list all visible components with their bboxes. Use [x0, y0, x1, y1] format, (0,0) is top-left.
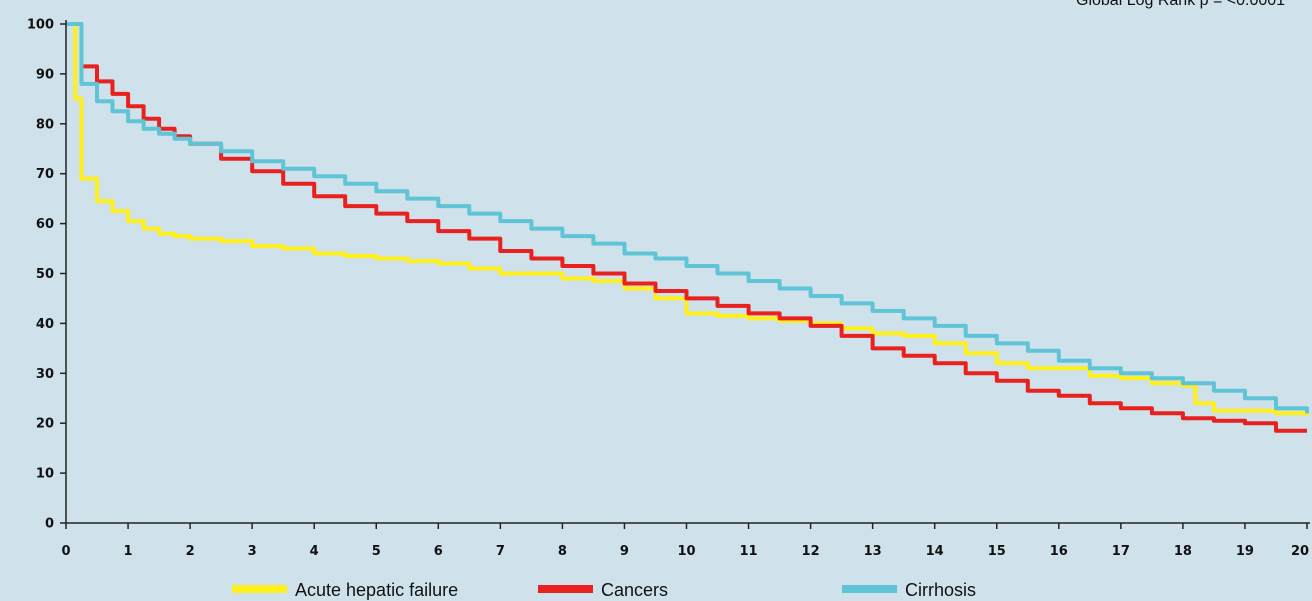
x-tick-label: 2	[186, 544, 195, 559]
legend-label: Acute hepatic failure	[295, 580, 458, 600]
legend-swatch	[538, 585, 593, 593]
x-tick-label: 14	[926, 544, 944, 559]
legend-item: Acute hepatic failure	[232, 580, 458, 600]
y-tick-label: 50	[36, 267, 54, 282]
x-tick-label: 20	[1291, 544, 1309, 559]
legend-item: Cancers	[538, 580, 668, 600]
x-tick-label: 19	[1236, 544, 1254, 559]
legend: Acute hepatic failure Cancers Cirrhosis	[232, 580, 976, 600]
y-tick-label: 20	[36, 417, 54, 432]
y-tick-label: 90	[36, 67, 54, 82]
log-rank-annotation: Global Log Rank p = <0.0001	[1076, 0, 1285, 9]
series-line-cancers	[66, 22, 1307, 433]
x-tick-label: 12	[802, 544, 820, 559]
legend-swatch	[842, 585, 897, 593]
x-tick-label: 9	[620, 544, 629, 559]
series-line-cirrhosis	[66, 22, 1309, 414]
x-tick-label: 1	[124, 544, 133, 559]
y-axis-ticks: 0 10 20 30 40 50 60 70 80 90 100	[27, 18, 66, 532]
x-tick-label: 0	[61, 544, 70, 559]
y-tick-label: 10	[36, 467, 54, 482]
legend-label: Cancers	[601, 580, 668, 600]
series-lines	[66, 22, 1309, 433]
y-tick-label: 0	[45, 517, 54, 532]
x-tick-label: 16	[1050, 544, 1068, 559]
x-axis-ticks: 0 1 2 3 4 5 6 7 8 9 10 11 12 13 14 15 16 17 18 19 20	[61, 523, 1309, 559]
y-tick-label: 60	[36, 217, 54, 232]
legend-swatch	[232, 585, 287, 593]
x-tick-label: 13	[864, 544, 882, 559]
y-tick-label: 70	[36, 167, 54, 182]
legend-item: Cirrhosis	[842, 580, 976, 600]
y-tick-label: 30	[36, 367, 54, 382]
legend-label: Cirrhosis	[905, 580, 976, 600]
x-tick-label: 18	[1174, 544, 1192, 559]
x-tick-label: 8	[558, 544, 567, 559]
y-tick-label: 40	[36, 317, 54, 332]
y-tick-label: 100	[27, 18, 54, 33]
series-line-acute-hepatic-failure	[66, 22, 1309, 416]
y-tick-label: 80	[36, 117, 54, 132]
x-tick-label: 11	[740, 544, 758, 559]
x-tick-label: 15	[988, 544, 1006, 559]
x-tick-label: 5	[372, 544, 381, 559]
x-tick-label: 4	[310, 544, 319, 559]
x-tick-label: 7	[496, 544, 505, 559]
x-tick-label: 17	[1112, 544, 1130, 559]
x-tick-label: 6	[434, 544, 443, 559]
x-tick-label: 10	[677, 544, 695, 559]
x-tick-label: 3	[248, 544, 257, 559]
